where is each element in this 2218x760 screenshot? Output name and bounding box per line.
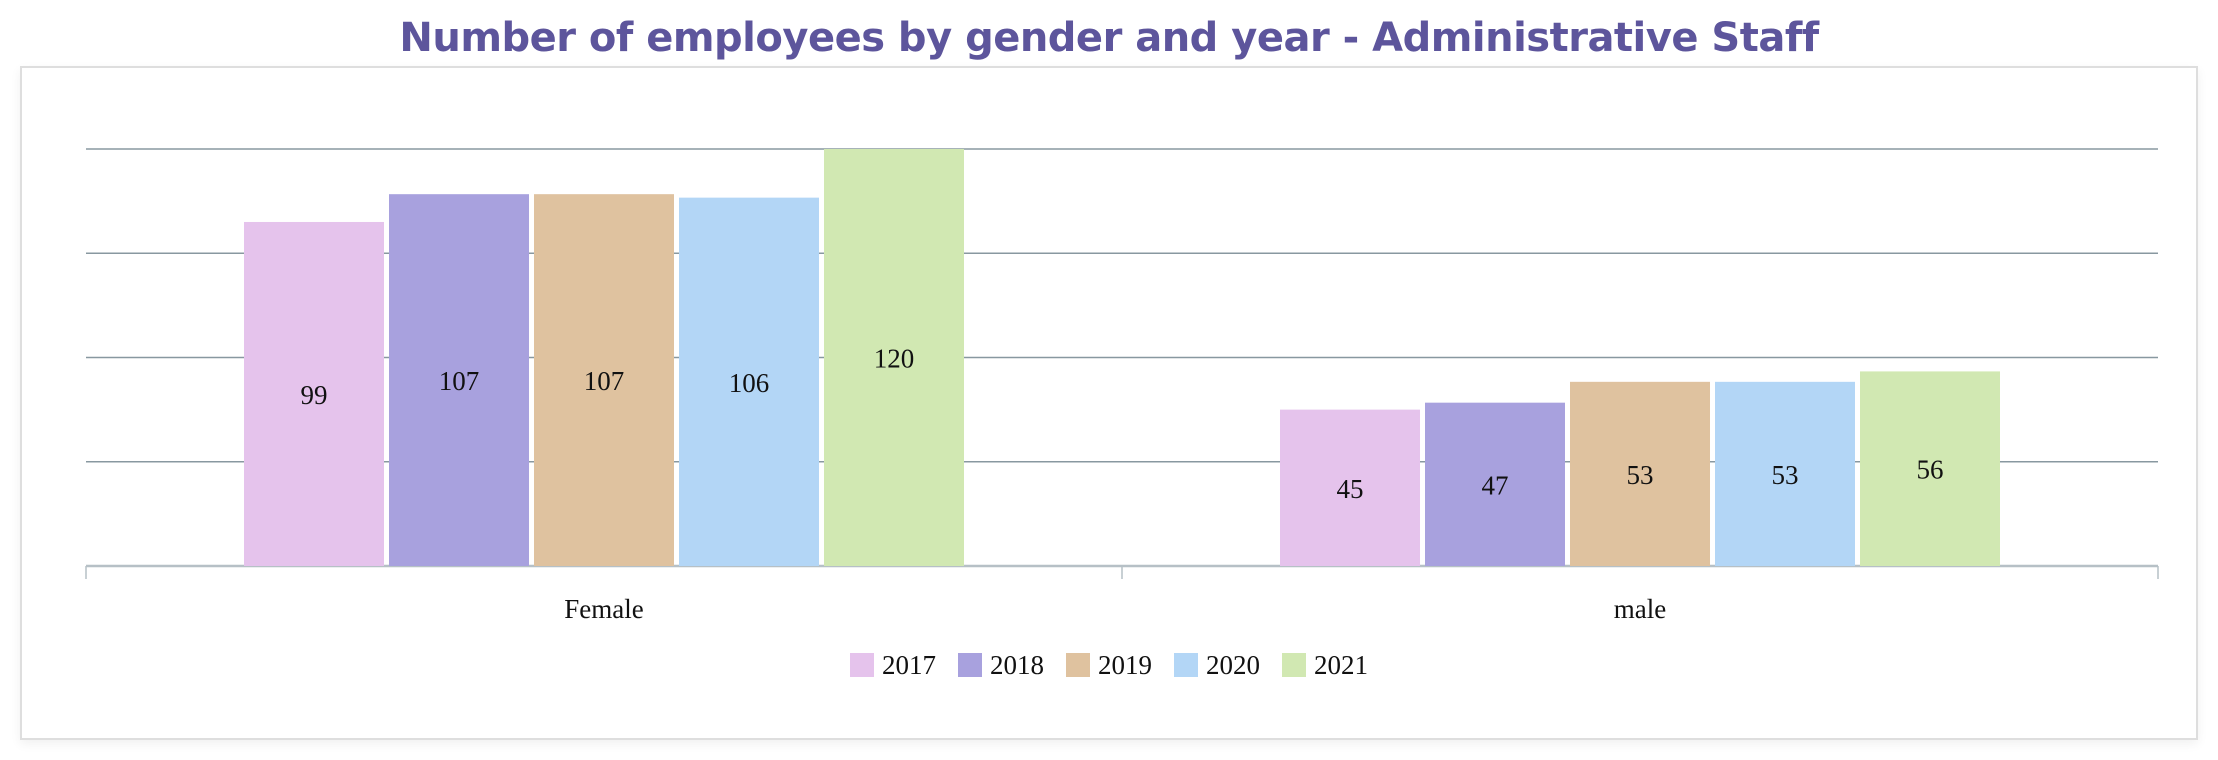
legend-label-2020: 2020 [1206,650,1260,680]
data-label: 107 [439,366,480,396]
legend-swatch-2020 [1174,653,1198,677]
bar-female-2020 [679,197,819,566]
data-label: 106 [729,368,770,398]
legend-label-2017: 2017 [882,650,936,680]
data-label: 99 [301,380,328,410]
bar-male-2019 [1570,381,1710,566]
legend-label-2018: 2018 [990,650,1044,680]
data-label: 45 [1337,474,1364,504]
legend-swatch-2018 [958,653,982,677]
bar-female-2021 [824,149,964,566]
bar-male-2017 [1280,409,1420,566]
data-label: 120 [874,344,915,374]
bar-male-2021 [1860,371,2000,566]
data-label: 47 [1482,470,1509,500]
bar-female-2018 [389,194,529,567]
legend-swatch-2017 [850,653,874,677]
x-tick-label-male: male [1614,594,1666,624]
legend-label-2019: 2019 [1098,650,1152,680]
bar-female-2019 [534,194,674,567]
chart-title: Number of employees by gender and year -… [399,15,1819,61]
legend-swatch-2021 [1282,653,1306,677]
bar-male-2018 [1425,402,1565,566]
legend-label-2021: 2021 [1314,650,1368,680]
data-label: 107 [584,366,625,396]
bar-female-2017 [244,221,384,566]
data-label: 53 [1627,460,1654,490]
x-tick-label-female: Female [564,594,643,624]
data-label: 56 [1917,455,1944,485]
data-label: 53 [1772,460,1799,490]
legend-swatch-2019 [1066,653,1090,677]
bar-male-2020 [1715,381,1855,566]
